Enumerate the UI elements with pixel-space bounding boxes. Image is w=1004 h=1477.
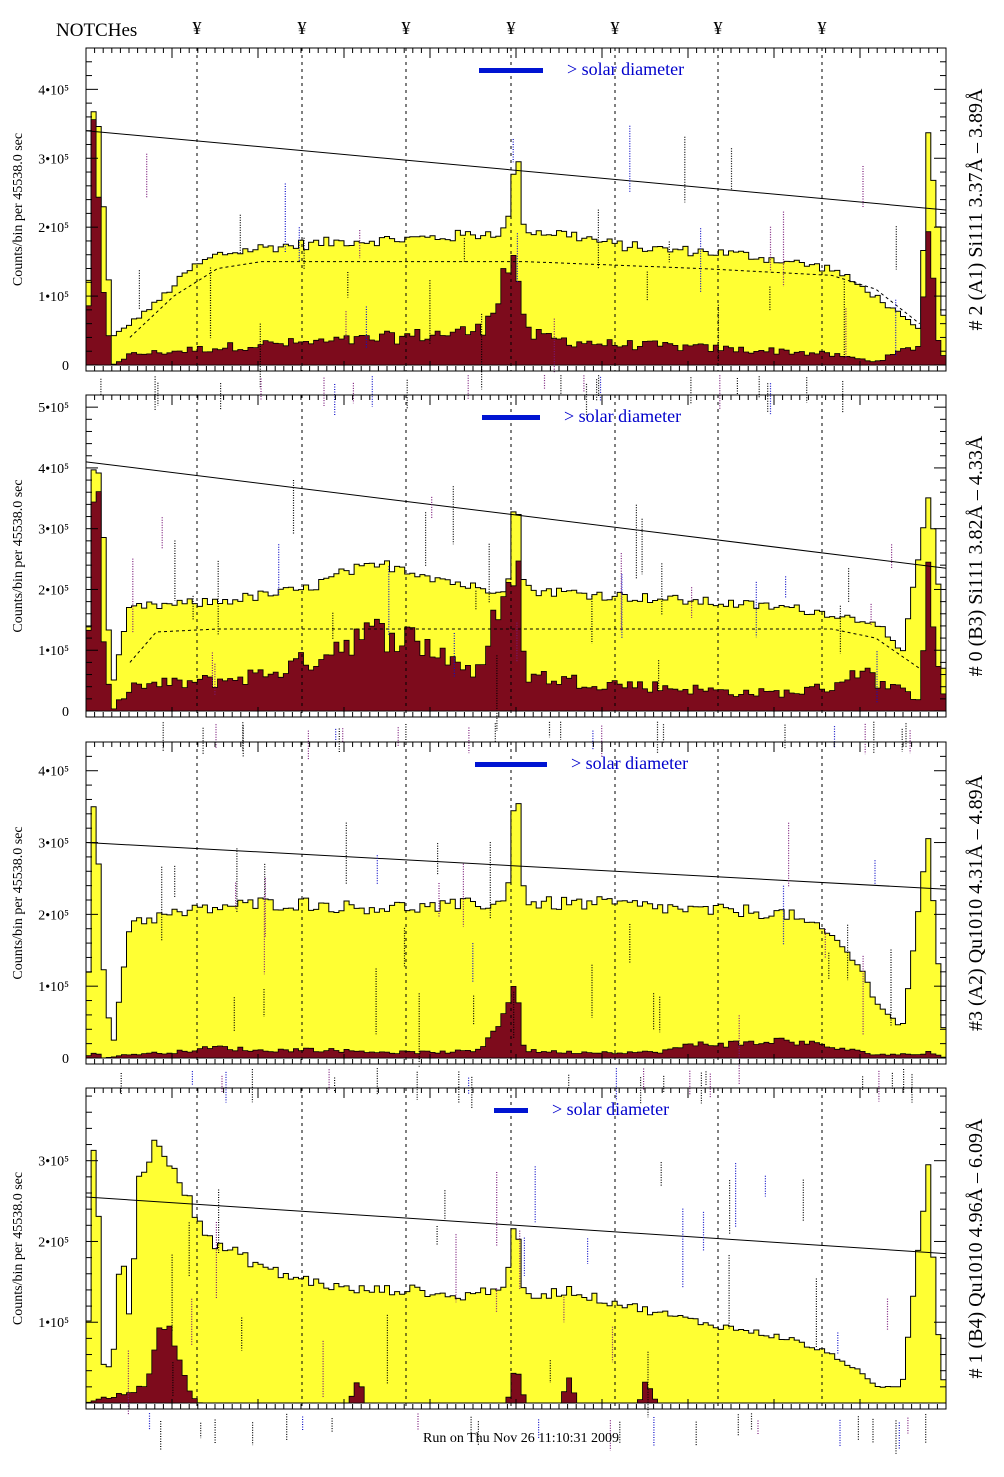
solar-diameter-bar — [482, 415, 540, 420]
y-axis-title: Counts/bin per 45538.0 sec — [11, 479, 26, 632]
notch-marker-2: ¥ — [297, 18, 307, 38]
panel-title: # 1 (B4) Qu1010 4.96Å – 6.09Å — [965, 1118, 987, 1379]
notch-marker-4: ¥ — [506, 18, 516, 38]
model-curve — [129, 628, 920, 669]
solar-diameter-label: > solar diameter — [552, 1099, 669, 1119]
total-histogram — [85, 1139, 947, 1404]
panel-title: # 0 (B3) Si111 3.82Å – 4.33Å — [965, 435, 987, 676]
y-tick-label: 1•10⁵ — [38, 644, 69, 659]
y-tick-label: 4•10⁵ — [38, 83, 69, 98]
y-tick-label: 2•10⁵ — [38, 583, 69, 598]
y-tick-label: 4•10⁵ — [38, 462, 69, 477]
notch-marker-7: ¥ — [817, 18, 827, 38]
trend-line — [85, 130, 947, 211]
trend-line — [85, 461, 947, 569]
subset-histogram — [85, 491, 947, 712]
notch-marker-5: ¥ — [610, 18, 620, 38]
panel-title: #3 (A2) Qu1010 4.31Å – 4.89Å — [965, 774, 987, 1031]
y-tick-label: 5•10⁵ — [38, 401, 69, 416]
y-tick-label: 1•10⁵ — [38, 1316, 69, 1331]
y-axis-title: Counts/bin per 45538.0 sec — [11, 826, 26, 979]
notch-marker-3: ¥ — [401, 18, 411, 38]
subset-histogram — [85, 1325, 946, 1404]
solar-diameter-label: > solar diameter — [564, 406, 681, 426]
y-tick-label: 1•10⁵ — [38, 980, 69, 995]
model-curve — [129, 261, 921, 338]
y-tick-label: 1•10⁵ — [38, 290, 69, 305]
y-tick-label: 4•10⁵ — [38, 765, 69, 780]
total-histogram — [85, 803, 947, 1059]
y-tick-label: 0 — [62, 705, 69, 720]
y-tick-label: 0 — [62, 359, 69, 374]
solar-diameter-bar — [494, 1108, 528, 1113]
y-tick-label: 3•10⁵ — [38, 1155, 69, 1170]
y-tick-label: 0 — [62, 1052, 69, 1067]
trend-line — [85, 842, 947, 890]
panel-4: 1•10⁵ 2•10⁵ 3•10⁵ Counts/bin per 45538.0 se… — [11, 1087, 987, 1454]
panel-title: # 2 (A1) Si111 3.37Å – 3.89Å — [965, 88, 987, 330]
run-timestamp: Run on Thu Nov 26 11:10:31 2009 — [423, 1431, 620, 1446]
y-tick-label: 2•10⁵ — [38, 908, 69, 923]
solar-diameter-label: > solar diameter — [567, 59, 684, 79]
subset-histogram — [85, 119, 947, 366]
y-tick-label: 2•10⁵ — [38, 1235, 69, 1250]
y-tick-label: 2•10⁵ — [38, 221, 69, 236]
y-tick-label: 3•10⁵ — [38, 837, 69, 852]
notch-marker-6: ¥ — [713, 18, 723, 38]
subset-histogram — [85, 986, 947, 1059]
y-tick-label: 3•10⁵ — [38, 152, 69, 167]
notches-label: NOTCHes — [56, 20, 138, 41]
panel-2: 0 1•10⁵ 2•10⁵ 3•10⁵ 4•10⁵ 5•10⁵ Counts/bin per… — [11, 394, 987, 760]
y-tick-label: 3•10⁵ — [38, 523, 69, 538]
total-histogram — [85, 111, 947, 366]
panel-1: 0 1•10⁵ 2•10⁵ 3•10⁵ 4•10⁵ Counts/bin per 4553… — [11, 47, 987, 416]
y-axis-title: Counts/bin per 45538.0 sec — [11, 133, 26, 286]
panel-3: 0 1•10⁵ 2•10⁵ 3•10⁵ 4•10⁵ Counts/bin per 4553… — [11, 741, 987, 1108]
trend-line — [85, 1196, 947, 1255]
solar-diameter-label: > solar diameter — [571, 753, 688, 773]
solar-diameter-bar — [479, 68, 543, 73]
solar-diameter-bar — [475, 762, 547, 767]
notch-marker-1: ¥ — [192, 18, 202, 38]
y-axis-title: Counts/bin per 45538.0 sec — [11, 1172, 26, 1325]
